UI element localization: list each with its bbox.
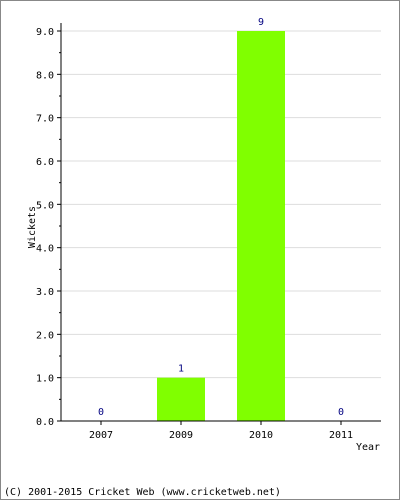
gridlines <box>61 30 381 379</box>
data-label: 1 <box>178 364 184 375</box>
bar <box>157 377 205 421</box>
x-tick-labels: 2007 2009 2010 2011 <box>89 430 353 441</box>
x-tick-label: 2011 <box>329 430 353 441</box>
data-label: 0 <box>98 407 104 418</box>
x-tick-label: 2007 <box>89 430 113 441</box>
axes <box>57 23 381 425</box>
y-tick-label: 6.0 <box>36 157 54 168</box>
x-axis-title: Year <box>356 442 380 453</box>
y-tick-label: 1.0 <box>36 374 54 385</box>
y-tick-label: 0.0 <box>36 417 54 428</box>
bar <box>237 31 285 421</box>
x-tick-label: 2009 <box>169 430 193 441</box>
y-axis-title: Wickets <box>27 206 38 248</box>
bars <box>157 31 285 421</box>
x-tick-label: 2010 <box>249 430 273 441</box>
data-labels: 0 1 9 0 <box>98 17 344 418</box>
copyright-notice: (C) 2001-2015 Cricket Web (www.cricketwe… <box>4 487 281 498</box>
y-tick-label: 9.0 <box>36 27 54 38</box>
y-tick-label: 2.0 <box>36 330 54 341</box>
y-tick-label: 8.0 <box>36 70 54 81</box>
y-tick-labels: 0.0 1.0 2.0 3.0 4.0 5.0 6.0 7.0 8.0 9.0 <box>36 27 54 428</box>
data-label: 9 <box>258 17 264 28</box>
y-tick-label: 5.0 <box>36 200 54 211</box>
y-tick-label: 4.0 <box>36 244 54 255</box>
data-label: 0 <box>338 407 344 418</box>
y-tick-label: 3.0 <box>36 287 54 298</box>
y-tick-label: 7.0 <box>36 114 54 125</box>
